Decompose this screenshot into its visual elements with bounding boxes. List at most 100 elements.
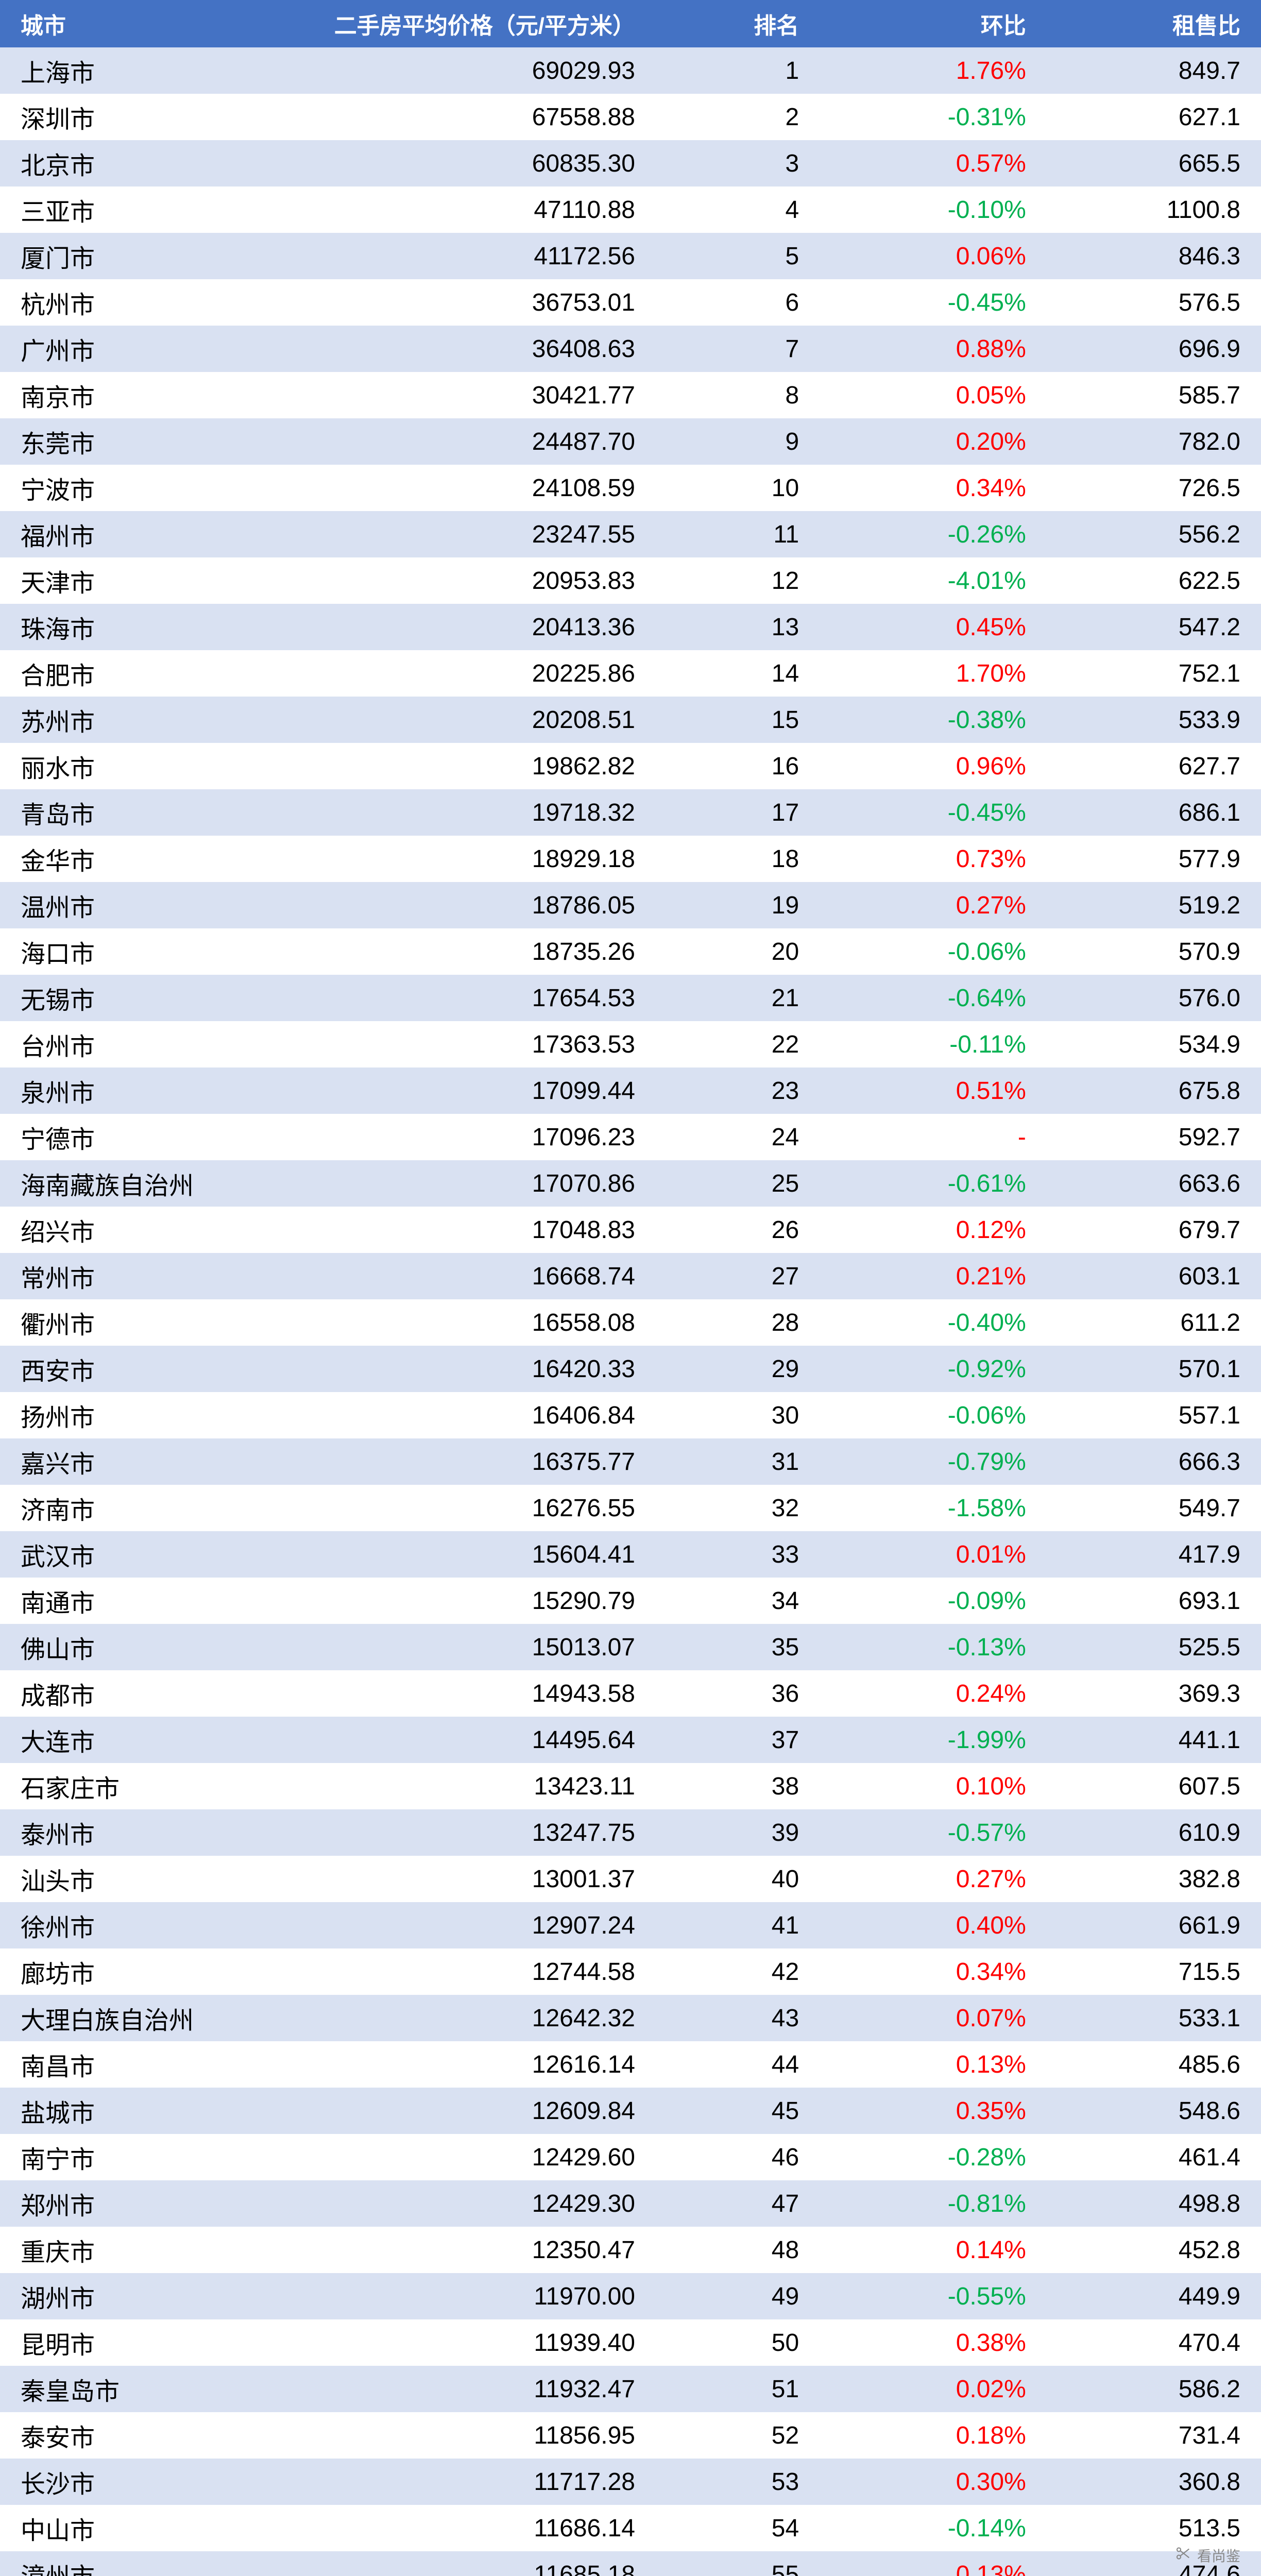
cell-mom: -0.45% [820, 789, 1047, 836]
cell-city: 合肥市 [0, 650, 303, 697]
cell-price: 15604.41 [303, 1531, 656, 1578]
table-row: 泉州市17099.44230.51%675.8 [0, 1067, 1261, 1114]
cell-rank: 13 [656, 604, 820, 650]
table-row: 海口市18735.2620-0.06%570.9 [0, 928, 1261, 975]
cell-price: 12609.84 [303, 2088, 656, 2134]
cell-ratio: 549.7 [1047, 1485, 1261, 1531]
header-rank: 排名 [656, 0, 820, 47]
cell-city: 东莞市 [0, 418, 303, 465]
cell-mom: 0.27% [820, 882, 1047, 928]
cell-ratio: 470.4 [1047, 2319, 1261, 2366]
cell-mom: 0.40% [820, 1902, 1047, 1948]
table-row: 上海市69029.9311.76%849.7 [0, 47, 1261, 94]
table-row: 石家庄市13423.11380.10%607.5 [0, 1763, 1261, 1809]
cell-mom: -0.45% [820, 279, 1047, 326]
cell-price: 17099.44 [303, 1067, 656, 1114]
cell-rank: 23 [656, 1067, 820, 1114]
cell-ratio: 592.7 [1047, 1114, 1261, 1160]
cell-ratio: 611.2 [1047, 1299, 1261, 1346]
cell-mom: -0.57% [820, 1809, 1047, 1856]
cell-ratio: 577.9 [1047, 836, 1261, 882]
cell-city: 长沙市 [0, 2459, 303, 2505]
cell-price: 16420.33 [303, 1346, 656, 1392]
cell-rank: 53 [656, 2459, 820, 2505]
cell-ratio: 547.2 [1047, 604, 1261, 650]
cell-ratio: 661.9 [1047, 1902, 1261, 1948]
cell-price: 12350.47 [303, 2227, 656, 2273]
table-row: 珠海市20413.36130.45%547.2 [0, 604, 1261, 650]
table-row: 福州市23247.5511-0.26%556.2 [0, 511, 1261, 557]
cell-ratio: 525.5 [1047, 1624, 1261, 1670]
cell-city: 盐城市 [0, 2088, 303, 2134]
header-city: 城市 [0, 0, 303, 47]
cell-mom: -0.64% [820, 975, 1047, 1021]
price-table: 城市 二手房平均价格（元/平方米） 排名 环比 租售比 上海市69029.931… [0, 0, 1261, 2576]
cell-city: 海南藏族自治州 [0, 1160, 303, 1207]
cell-mom: -4.01% [820, 557, 1047, 604]
cell-rank: 31 [656, 1438, 820, 1485]
cell-mom: -0.26% [820, 511, 1047, 557]
cell-price: 16406.84 [303, 1392, 656, 1438]
cell-rank: 35 [656, 1624, 820, 1670]
cell-mom: 0.45% [820, 604, 1047, 650]
table-row: 南昌市12616.14440.13%485.6 [0, 2041, 1261, 2088]
cell-price: 14943.58 [303, 1670, 656, 1717]
cell-ratio: 557.1 [1047, 1392, 1261, 1438]
cell-rank: 37 [656, 1717, 820, 1763]
cell-price: 19862.82 [303, 743, 656, 789]
cell-rank: 55 [656, 2551, 820, 2576]
cell-price: 17070.86 [303, 1160, 656, 1207]
cell-city: 海口市 [0, 928, 303, 975]
cell-rank: 20 [656, 928, 820, 975]
cell-price: 12429.60 [303, 2134, 656, 2180]
cell-mom: -0.13% [820, 1624, 1047, 1670]
cell-price: 24108.59 [303, 465, 656, 511]
cell-mom: 0.38% [820, 2319, 1047, 2366]
cell-rank: 27 [656, 1253, 820, 1299]
cell-ratio: 382.8 [1047, 1856, 1261, 1902]
cell-rank: 17 [656, 789, 820, 836]
cell-price: 67558.88 [303, 94, 656, 140]
cell-city: 大理白族自治州 [0, 1995, 303, 2041]
cell-mom: 0.30% [820, 2459, 1047, 2505]
cell-price: 11939.40 [303, 2319, 656, 2366]
cell-ratio: 369.3 [1047, 1670, 1261, 1717]
cell-rank: 46 [656, 2134, 820, 2180]
cell-price: 30421.77 [303, 372, 656, 418]
table-row: 三亚市47110.884-0.10%1100.8 [0, 187, 1261, 233]
cell-ratio: 610.9 [1047, 1809, 1261, 1856]
table-row: 杭州市36753.016-0.45%576.5 [0, 279, 1261, 326]
cell-price: 11686.14 [303, 2505, 656, 2551]
cell-mom: 0.88% [820, 326, 1047, 372]
cell-city: 广州市 [0, 326, 303, 372]
cell-rank: 34 [656, 1578, 820, 1624]
table-row: 济南市16276.5532-1.58%549.7 [0, 1485, 1261, 1531]
table-row: 郑州市12429.3047-0.81%498.8 [0, 2180, 1261, 2227]
cell-mom: 0.18% [820, 2412, 1047, 2459]
cell-city: 廊坊市 [0, 1948, 303, 1995]
cell-ratio: 665.5 [1047, 140, 1261, 187]
cell-ratio: 1100.8 [1047, 187, 1261, 233]
cell-city: 汕头市 [0, 1856, 303, 1902]
cell-rank: 12 [656, 557, 820, 604]
cell-price: 14495.64 [303, 1717, 656, 1763]
cell-price: 11685.18 [303, 2551, 656, 2576]
cell-city: 厦门市 [0, 233, 303, 279]
cell-price: 16276.55 [303, 1485, 656, 1531]
cell-ratio: 726.5 [1047, 465, 1261, 511]
cell-rank: 18 [656, 836, 820, 882]
table-row: 嘉兴市16375.7731-0.79%666.3 [0, 1438, 1261, 1485]
table-row: 成都市14943.58360.24%369.3 [0, 1670, 1261, 1717]
table-row: 温州市18786.05190.27%519.2 [0, 882, 1261, 928]
cell-price: 20208.51 [303, 697, 656, 743]
table-row: 绍兴市17048.83260.12%679.7 [0, 1207, 1261, 1253]
cell-city: 衢州市 [0, 1299, 303, 1346]
table-row: 丽水市19862.82160.96%627.7 [0, 743, 1261, 789]
table-row: 台州市17363.5322-0.11%534.9 [0, 1021, 1261, 1067]
table-row: 大理白族自治州12642.32430.07%533.1 [0, 1995, 1261, 2041]
cell-price: 36753.01 [303, 279, 656, 326]
cell-city: 天津市 [0, 557, 303, 604]
cell-rank: 15 [656, 697, 820, 743]
cell-rank: 19 [656, 882, 820, 928]
table-row: 重庆市12350.47480.14%452.8 [0, 2227, 1261, 2273]
